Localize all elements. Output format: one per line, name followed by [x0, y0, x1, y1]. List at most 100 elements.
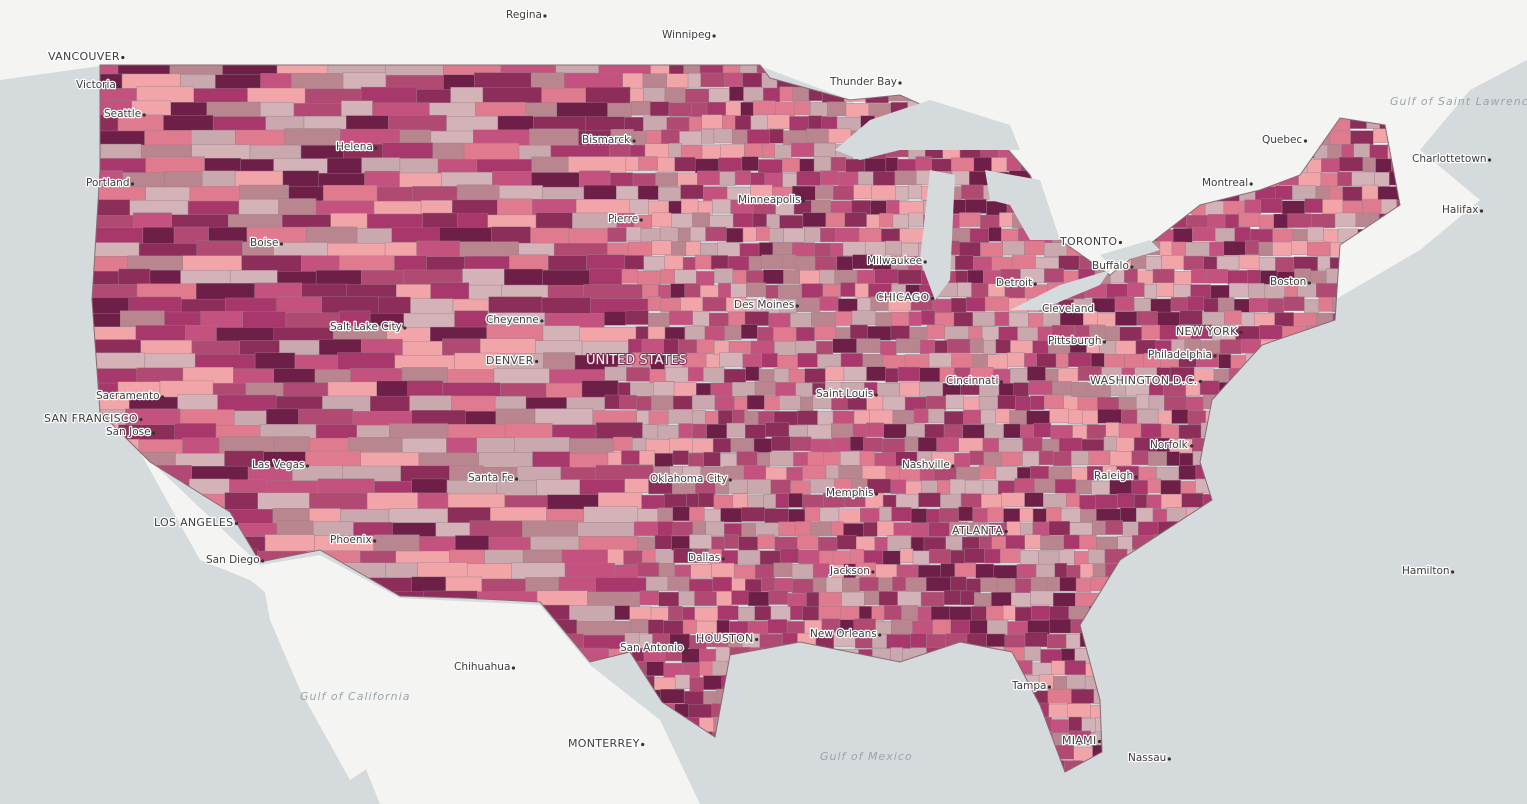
county	[1147, 478, 1162, 494]
county	[866, 422, 884, 438]
city-label: LOS ANGELES	[154, 516, 233, 529]
county	[1050, 425, 1073, 440]
county	[750, 115, 768, 130]
county	[674, 156, 696, 172]
county	[777, 355, 798, 370]
county	[892, 410, 915, 425]
county	[779, 395, 801, 410]
city-dot	[374, 146, 378, 150]
county	[982, 480, 999, 495]
county	[878, 577, 893, 593]
county	[678, 339, 698, 354]
county	[832, 550, 851, 566]
county	[696, 339, 715, 354]
city-dot	[930, 296, 935, 301]
city-label: Bismarck	[582, 134, 631, 146]
county	[1030, 395, 1045, 410]
county	[1245, 240, 1260, 255]
county	[1028, 380, 1053, 395]
city-label: Regina	[506, 9, 542, 21]
county	[614, 564, 638, 579]
county	[757, 534, 776, 549]
city-label: CHICAGO	[876, 291, 930, 304]
county	[856, 269, 876, 285]
county	[637, 508, 658, 524]
county	[1099, 340, 1117, 355]
county	[981, 493, 1002, 509]
county	[647, 296, 661, 311]
city-dot	[871, 570, 875, 574]
county	[996, 578, 1016, 593]
county	[851, 310, 877, 325]
county	[984, 424, 1004, 440]
county	[980, 409, 996, 425]
county	[670, 283, 685, 298]
county	[1016, 564, 1037, 579]
county	[1114, 296, 1135, 311]
county	[1287, 213, 1312, 228]
county	[892, 576, 906, 592]
county	[1159, 241, 1173, 256]
county	[811, 438, 833, 454]
county	[1307, 226, 1324, 242]
county	[1086, 424, 1107, 440]
county	[1034, 478, 1056, 493]
city-label: Pittsburgh	[1048, 335, 1102, 347]
county	[1007, 352, 1025, 367]
city-label: Winnipeg	[662, 29, 711, 41]
county	[892, 213, 909, 229]
city-dot	[1095, 308, 1099, 312]
county	[1337, 171, 1352, 187]
county	[694, 606, 719, 622]
county	[928, 522, 950, 537]
county	[284, 128, 341, 146]
county	[1066, 703, 1091, 718]
county	[1178, 424, 1202, 440]
county	[1131, 450, 1149, 466]
county	[862, 353, 883, 369]
county	[877, 521, 894, 536]
county	[705, 411, 719, 426]
county	[666, 117, 690, 132]
county	[1133, 494, 1148, 509]
county	[1171, 409, 1189, 424]
county	[1058, 549, 1075, 565]
county	[917, 606, 932, 621]
county	[802, 606, 820, 621]
county	[795, 340, 817, 356]
county	[980, 242, 1003, 257]
county	[651, 212, 672, 228]
county	[811, 312, 836, 327]
county	[963, 409, 982, 425]
county	[741, 507, 765, 522]
county	[950, 550, 965, 565]
county	[911, 522, 930, 538]
county	[920, 310, 936, 325]
county	[1020, 424, 1034, 439]
county	[789, 116, 809, 131]
county	[814, 325, 837, 341]
county	[700, 72, 725, 88]
county	[647, 326, 666, 341]
city-label: Minneapolis	[738, 194, 801, 206]
county	[845, 103, 869, 118]
county	[666, 73, 689, 88]
county	[886, 200, 900, 215]
county	[1317, 255, 1331, 271]
county	[1024, 534, 1041, 549]
county	[1024, 240, 1045, 256]
county	[669, 438, 693, 453]
city-label: Norfolk	[1150, 439, 1189, 451]
county	[729, 86, 744, 101]
county	[891, 619, 913, 634]
county	[1258, 257, 1276, 272]
county	[668, 409, 693, 424]
city-dot	[1130, 265, 1134, 269]
county	[763, 269, 784, 284]
county	[742, 226, 757, 242]
county	[1043, 394, 1064, 410]
county	[863, 437, 883, 452]
county	[907, 184, 922, 199]
county	[763, 494, 776, 509]
